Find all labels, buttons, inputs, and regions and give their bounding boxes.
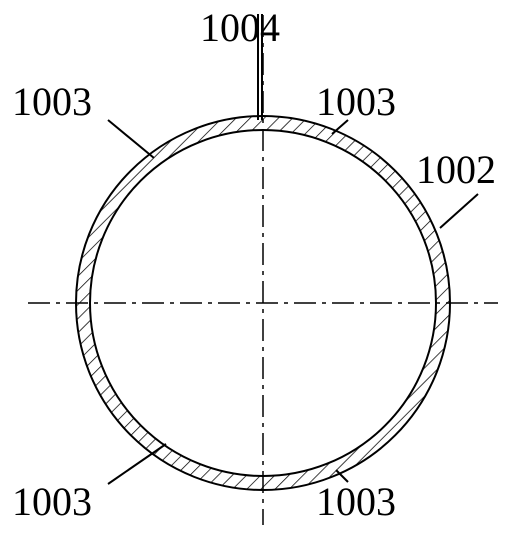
label-1003-top-right: 1003 bbox=[316, 78, 396, 125]
label-1003-top-left: 1003 bbox=[12, 78, 92, 125]
label-1003-bottom-right: 1003 bbox=[316, 478, 396, 525]
label-1003-bottom-left: 1003 bbox=[12, 478, 92, 525]
label-1002: 1002 bbox=[416, 146, 496, 193]
label-1004: 1004 bbox=[200, 4, 280, 51]
